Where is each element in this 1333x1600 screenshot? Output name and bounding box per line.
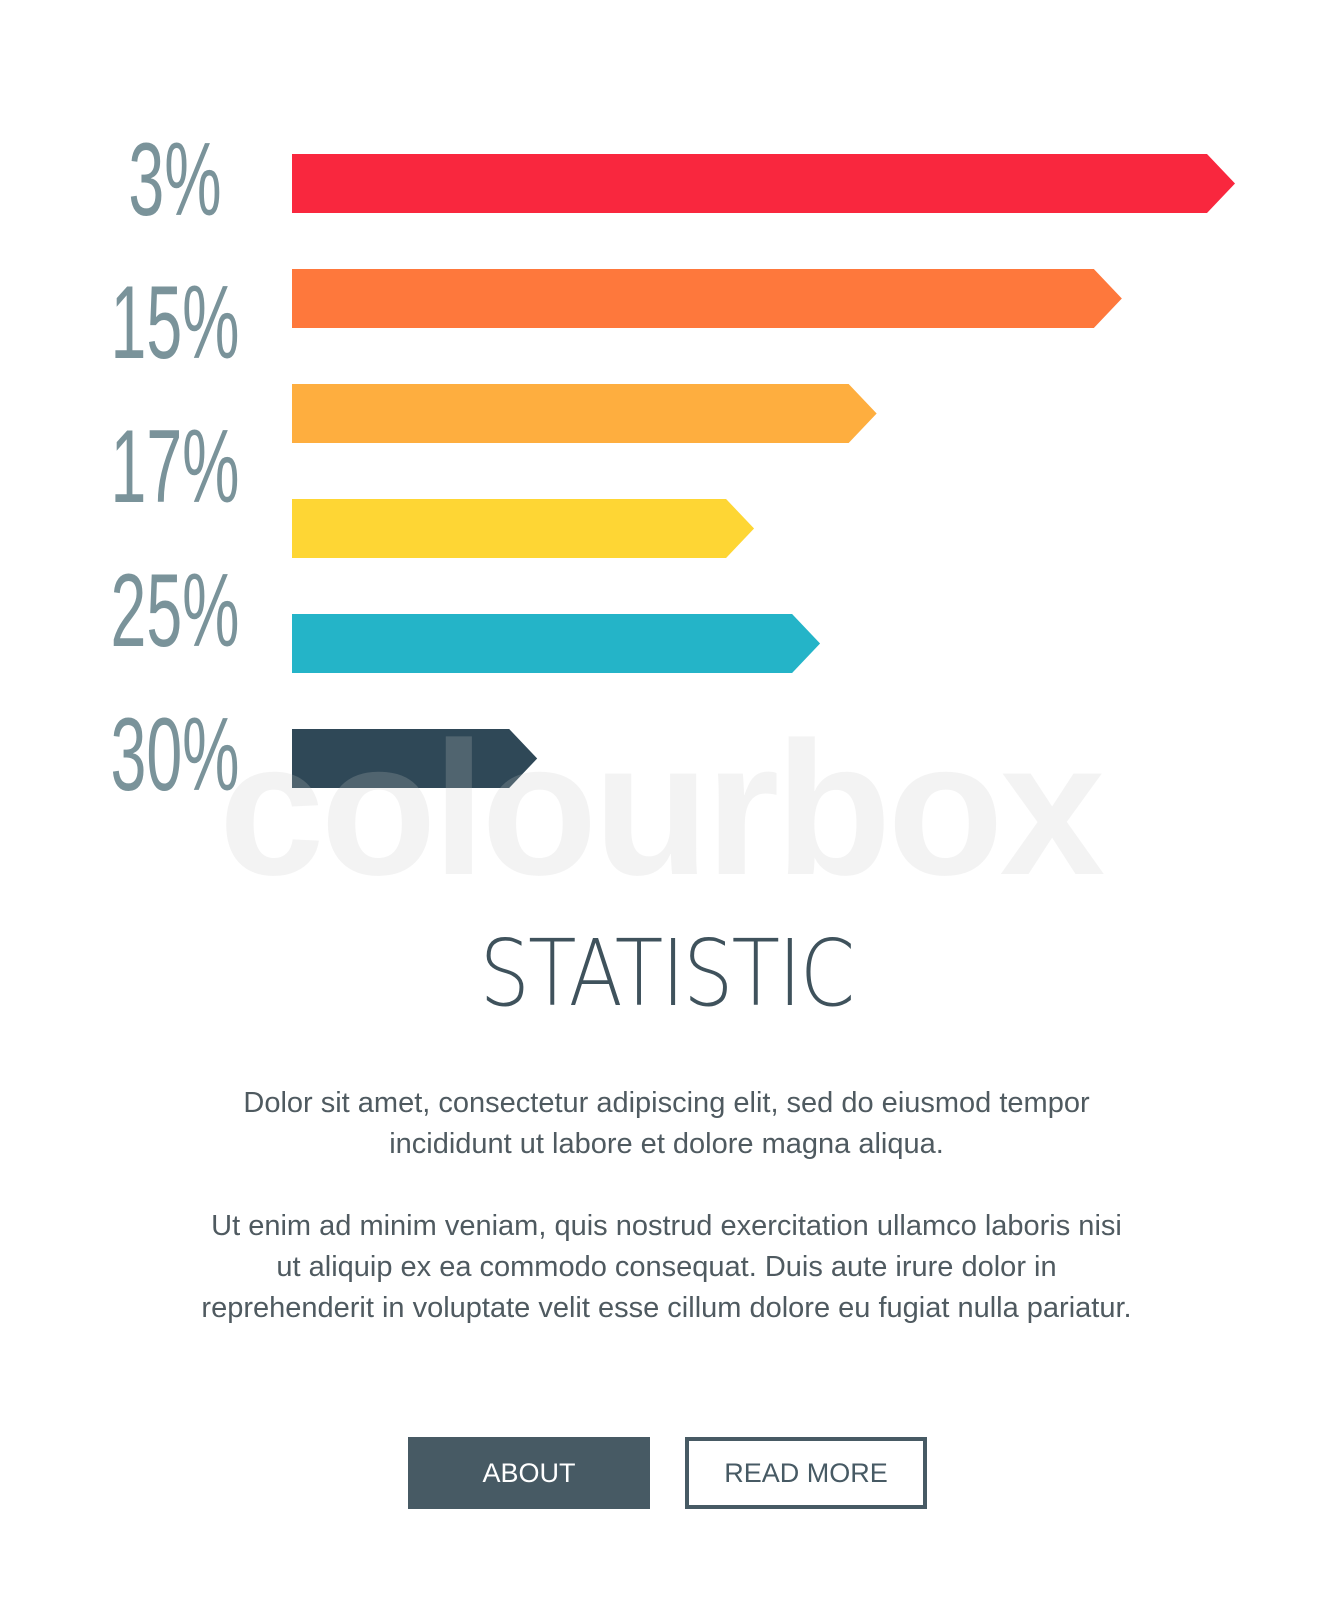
description-paragraph-2: Ut enim ad minim veniam, quis nostrud ex… bbox=[201, 1210, 1132, 1324]
bar-5 bbox=[292, 729, 538, 788]
bar-3 bbox=[292, 499, 755, 558]
bar-label: 15% bbox=[110, 265, 239, 380]
read-more-button[interactable]: READ MORE bbox=[685, 1437, 927, 1509]
bar-0 bbox=[292, 154, 1235, 213]
bar-label: 25% bbox=[110, 553, 239, 668]
about-button[interactable]: ABOUT bbox=[408, 1437, 650, 1509]
bar-label: 30% bbox=[110, 697, 239, 812]
bar-1 bbox=[292, 269, 1122, 328]
page-title: STATISTIC bbox=[479, 920, 855, 1027]
description-paragraph-1: Dolor sit amet, consectetur adipiscing e… bbox=[243, 1087, 1090, 1160]
bar-label: 3% bbox=[128, 122, 221, 237]
bar-4 bbox=[292, 614, 821, 673]
bar-2 bbox=[292, 384, 877, 443]
bar-label: 17% bbox=[110, 409, 239, 524]
bar-chart: 3% 15% 17% 25% 30% bbox=[110, 122, 1235, 813]
